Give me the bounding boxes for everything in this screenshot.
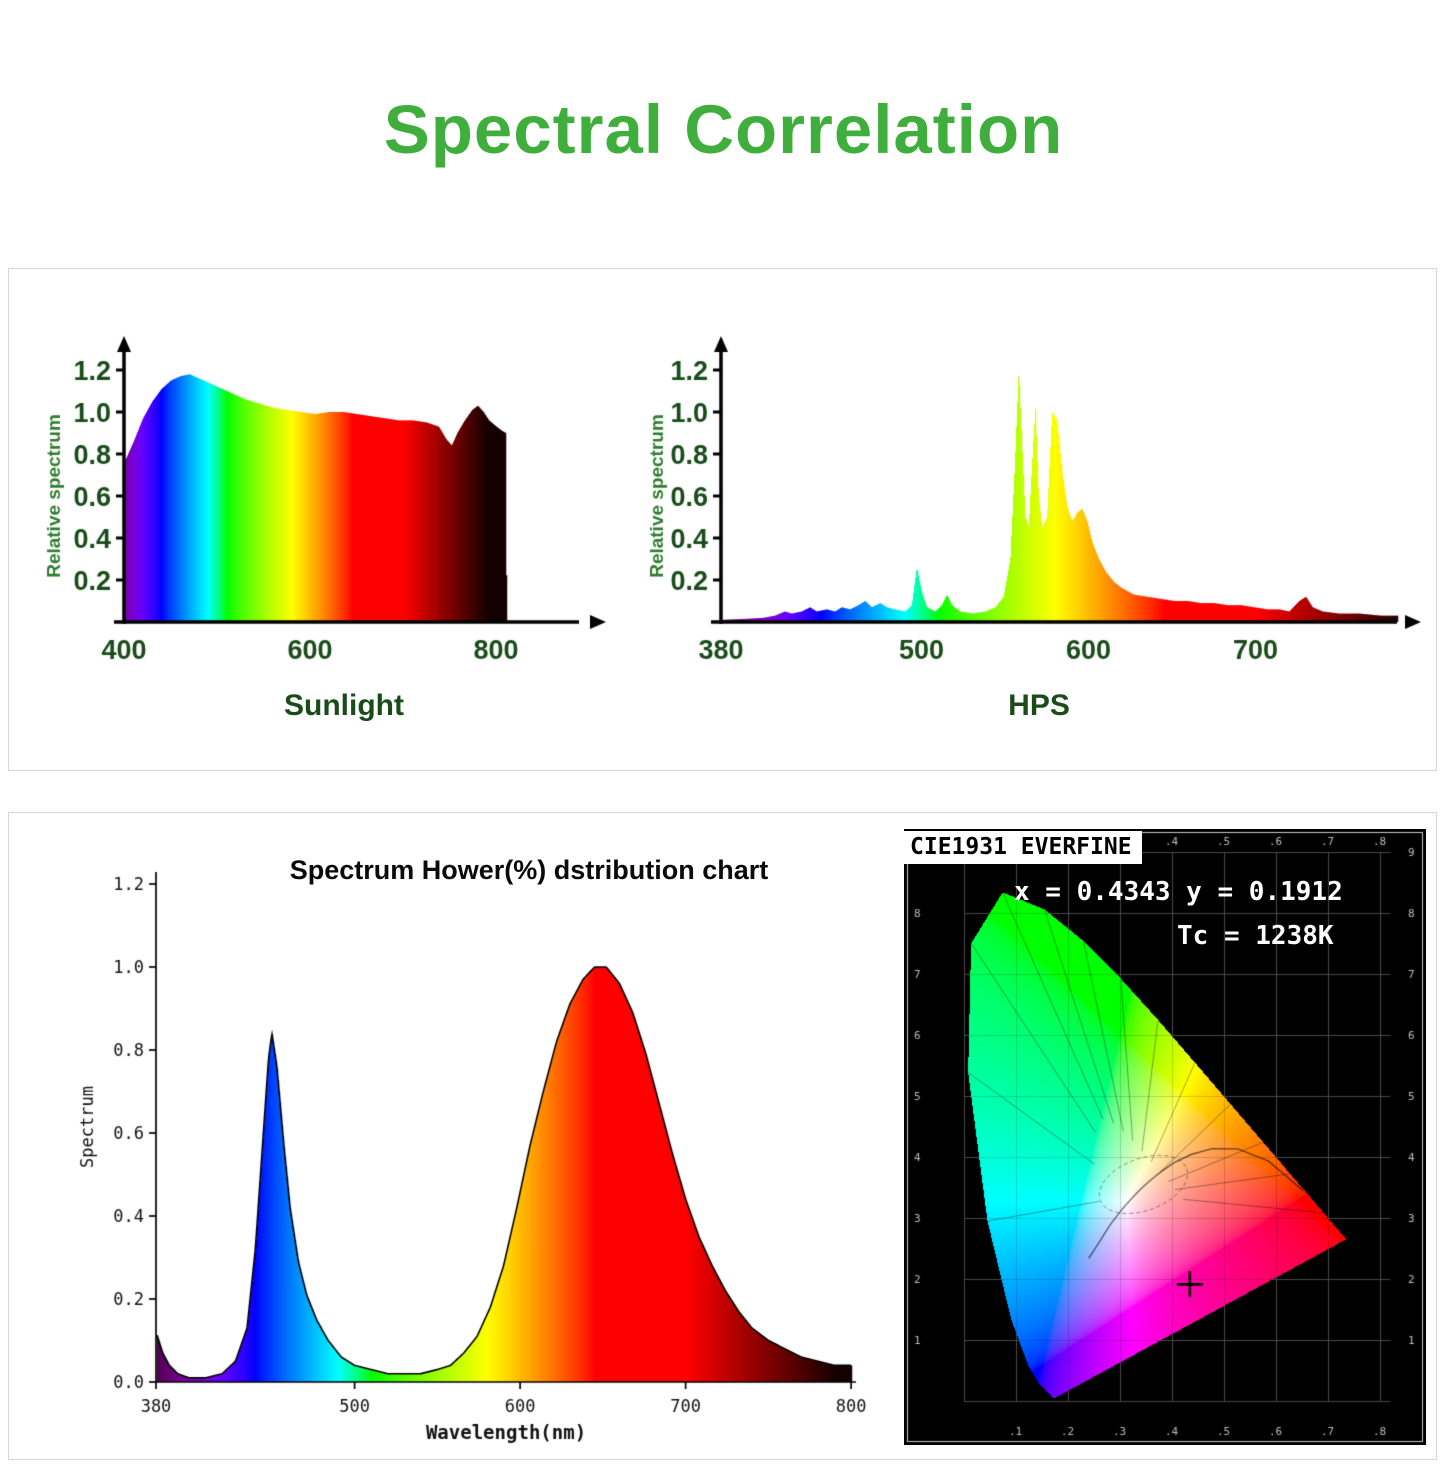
sunlight-caption: Sunlight [284,689,404,722]
cie-xy-readout: x = 0.4343 y = 0.1912 [1014,877,1343,907]
sunlight-chart-canvas [34,314,654,679]
page-title: Spectral Correlation [383,91,1064,168]
spectra-comparison-panel: Sunlight HPS [8,268,1437,771]
cie-header-label: CIE1931 EVERFINE [904,831,1142,864]
led-spectrum-chart-canvas [51,827,881,1445]
hps-chart-canvas [649,314,1429,679]
cie-tc-readout: Tc = 1238K [1177,921,1334,951]
analysis-panel: Spectrum Hower(%) dstribution chart CIE1… [8,812,1437,1460]
hps-caption: HPS [1008,689,1070,722]
cie-diagram-canvas [904,829,1426,1445]
